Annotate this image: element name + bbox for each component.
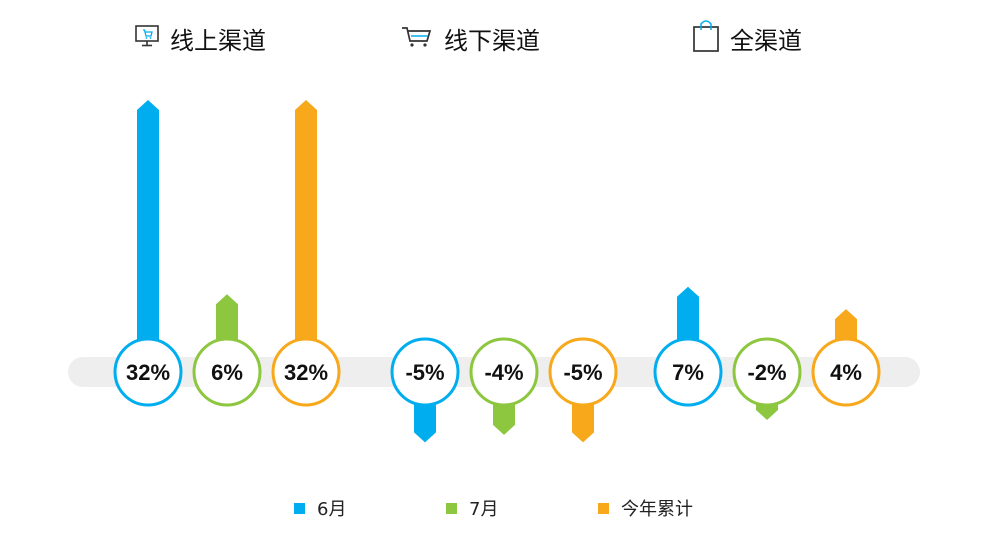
value-circle-all-july [732, 337, 802, 407]
group-title-all: 全渠道 [730, 26, 802, 55]
group-title-online: 线上渠道 [170, 26, 266, 55]
legend-swatch-june [294, 502, 305, 514]
value-circle-offline-june [390, 337, 460, 407]
data-label-all-ytd: 4% [830, 360, 862, 385]
value-circle-online-july [192, 337, 262, 407]
data-label-online-july: 6% [211, 360, 243, 385]
data-label-online-ytd: 32% [284, 360, 328, 385]
group-header-all: 全渠道 [692, 18, 802, 58]
group-title-offline: 线下渠道 [444, 26, 540, 55]
legend-item-ytd: 今年累计 [598, 494, 693, 522]
data-label-online-june: 32% [126, 360, 170, 385]
data-label-all-june: 7% [672, 360, 704, 385]
legend-item-july: 7月 [446, 494, 498, 522]
data-label-all-july: -2% [747, 360, 786, 385]
bar-online-ytd [295, 100, 317, 372]
value-circle-online-ytd [271, 337, 341, 407]
value-circle-all-june [653, 337, 723, 407]
value-circle-all-ytd [811, 337, 881, 407]
legend-swatch-july [446, 502, 457, 514]
legend-swatch-ytd [598, 502, 609, 514]
data-label-offline-june: -5% [405, 360, 444, 385]
group-header-offline: 线下渠道 [400, 18, 540, 58]
value-circle-offline-july [469, 337, 539, 407]
legend-label-july: 7月 [469, 499, 499, 520]
monitor-cart-icon [134, 24, 160, 52]
group-header-online: 线上渠道 [134, 18, 266, 58]
shopping-bag-icon [692, 19, 720, 57]
chart-legend: 6月 7月 今年累计 [0, 494, 988, 522]
data-label-offline-july: -4% [484, 360, 523, 385]
data-label-offline-ytd: -5% [563, 360, 602, 385]
value-circle-offline-ytd [548, 337, 618, 407]
shopping-cart-icon [400, 24, 434, 52]
value-circle-online-june [113, 337, 183, 407]
legend-item-june: 6月 [294, 494, 346, 522]
legend-label-june: 6月 [317, 499, 347, 520]
legend-label-ytd: 今年累计 [621, 499, 693, 520]
bar-online-june [137, 100, 159, 372]
